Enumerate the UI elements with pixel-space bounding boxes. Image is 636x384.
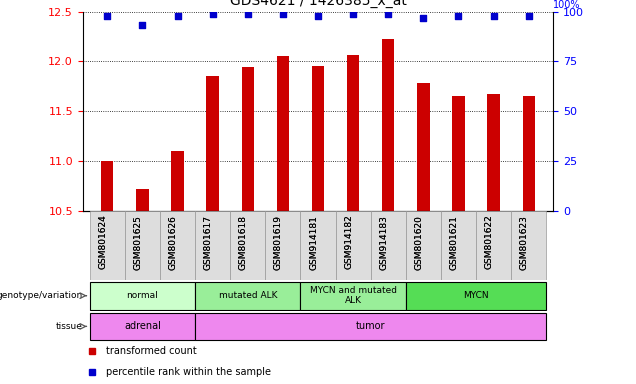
FancyBboxPatch shape	[406, 211, 441, 280]
Bar	[417, 83, 429, 211]
Text: GSM801618: GSM801618	[238, 215, 248, 270]
Bar	[523, 96, 535, 211]
FancyBboxPatch shape	[160, 211, 195, 280]
Text: genotype/variation: genotype/variation	[0, 291, 83, 300]
Text: transformed count: transformed count	[106, 346, 197, 356]
Text: GSM801626: GSM801626	[169, 215, 177, 270]
Bar	[101, 161, 113, 211]
FancyBboxPatch shape	[300, 211, 336, 280]
Point	[137, 22, 148, 28]
FancyBboxPatch shape	[476, 211, 511, 280]
Text: GSM914181: GSM914181	[309, 215, 318, 270]
Text: GSM801620: GSM801620	[415, 215, 424, 270]
Point	[313, 12, 323, 18]
FancyBboxPatch shape	[511, 211, 546, 280]
Text: GSM914183: GSM914183	[379, 215, 388, 270]
Text: GSM914181: GSM914181	[309, 215, 318, 270]
FancyBboxPatch shape	[371, 211, 406, 280]
Point	[207, 10, 218, 17]
FancyBboxPatch shape	[195, 282, 300, 310]
FancyBboxPatch shape	[230, 211, 265, 280]
Text: GSM801622: GSM801622	[485, 215, 494, 270]
Point	[523, 12, 534, 18]
Text: GSM914183: GSM914183	[379, 215, 388, 270]
Text: MYCN: MYCN	[463, 291, 489, 300]
Point	[278, 10, 288, 17]
Text: normal: normal	[127, 291, 158, 300]
Point	[102, 12, 113, 18]
Text: GSM801625: GSM801625	[134, 215, 142, 270]
Text: GSM801619: GSM801619	[274, 215, 283, 270]
Bar	[487, 94, 500, 211]
Text: GSM801623: GSM801623	[520, 215, 529, 270]
FancyBboxPatch shape	[300, 282, 406, 310]
Text: GSM801624: GSM801624	[99, 215, 107, 270]
FancyBboxPatch shape	[406, 282, 546, 310]
Text: GSM801623: GSM801623	[520, 215, 529, 270]
Text: GSM914182: GSM914182	[344, 215, 353, 270]
Text: GSM801625: GSM801625	[134, 215, 142, 270]
Text: tissue: tissue	[56, 322, 83, 331]
Point	[243, 10, 253, 17]
Text: GSM801619: GSM801619	[274, 215, 283, 270]
FancyBboxPatch shape	[265, 211, 300, 280]
Text: adrenal: adrenal	[124, 321, 161, 331]
Title: GDS4621 / 1426385_x_at: GDS4621 / 1426385_x_at	[230, 0, 406, 8]
Text: GSM801622: GSM801622	[485, 215, 494, 270]
FancyBboxPatch shape	[90, 282, 195, 310]
Point	[383, 10, 393, 17]
FancyBboxPatch shape	[125, 211, 160, 280]
Text: GSM801624: GSM801624	[99, 215, 107, 270]
Bar	[171, 151, 184, 211]
FancyBboxPatch shape	[195, 211, 230, 280]
Text: MYCN and mutated
ALK: MYCN and mutated ALK	[310, 286, 397, 305]
Bar	[242, 68, 254, 211]
Text: percentile rank within the sample: percentile rank within the sample	[106, 367, 271, 377]
Point	[488, 12, 499, 18]
Text: 100%: 100%	[553, 0, 581, 10]
FancyBboxPatch shape	[195, 313, 546, 340]
Point	[418, 15, 429, 21]
Text: GSM801618: GSM801618	[238, 215, 248, 270]
Text: GSM801620: GSM801620	[415, 215, 424, 270]
Text: GSM801617: GSM801617	[204, 215, 212, 270]
Text: GSM801621: GSM801621	[450, 215, 459, 270]
Text: GSM801626: GSM801626	[169, 215, 177, 270]
Bar	[207, 76, 219, 211]
Bar	[312, 66, 324, 211]
FancyBboxPatch shape	[336, 211, 371, 280]
FancyBboxPatch shape	[441, 211, 476, 280]
Bar	[452, 96, 465, 211]
Bar	[277, 56, 289, 211]
Bar	[136, 189, 149, 211]
Point	[172, 12, 183, 18]
Text: tumor: tumor	[356, 321, 385, 331]
Bar	[382, 40, 394, 211]
FancyBboxPatch shape	[90, 313, 195, 340]
Text: GSM801621: GSM801621	[450, 215, 459, 270]
Text: GSM801617: GSM801617	[204, 215, 212, 270]
Text: mutated ALK: mutated ALK	[219, 291, 277, 300]
Point	[453, 12, 464, 18]
Bar	[347, 55, 359, 211]
Text: GSM914182: GSM914182	[344, 215, 353, 270]
Point	[348, 10, 358, 17]
FancyBboxPatch shape	[90, 211, 125, 280]
